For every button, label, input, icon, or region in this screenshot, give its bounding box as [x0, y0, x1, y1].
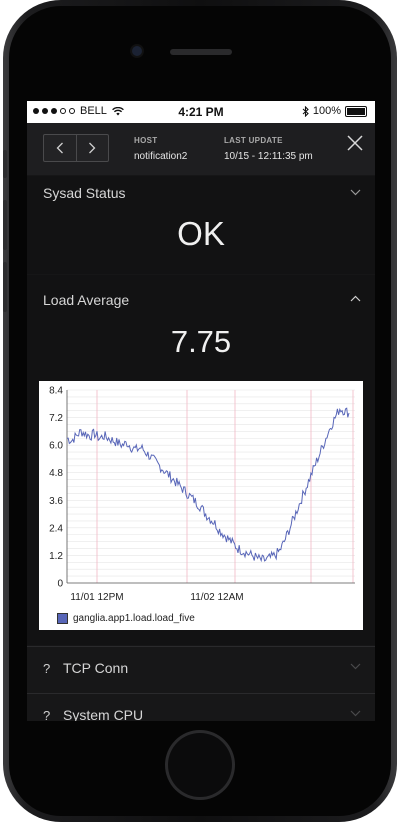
mute-switch [3, 150, 7, 178]
y-tick-label: 1.2 [49, 551, 63, 562]
system-cpu-label: System CPU [63, 707, 144, 721]
next-host-button[interactable] [75, 135, 109, 161]
legend-label: ganglia.app1.load.load_five [73, 613, 195, 624]
x-tick-label: 11/02 12AM [190, 592, 243, 603]
clock: 4:21 PM [178, 105, 224, 119]
previous-host-button[interactable] [44, 135, 76, 161]
load-average-title: Load Average [43, 292, 130, 308]
y-tick-label: 4.8 [49, 468, 63, 479]
y-tick-label: 8.4 [49, 386, 63, 397]
y-tick-label: 2.4 [49, 523, 63, 534]
chevron-up-icon[interactable] [350, 295, 361, 302]
signal-dot-empty-icon [69, 108, 75, 114]
chevron-down-icon[interactable] [350, 663, 361, 670]
unknown-status-icon: ? [43, 708, 51, 721]
signal-carrier: BELL [33, 105, 124, 117]
chevron-left-icon [56, 142, 63, 154]
wifi-icon [112, 106, 124, 115]
legend-swatch [57, 613, 68, 624]
signal-dot-icon [51, 108, 57, 114]
load-chart-svg: 8.4 7.2 6.0 4.8 3.6 2.4 1.2 0 11/01 12PM 11/02 12… [49, 386, 355, 603]
camera-icon [132, 46, 142, 56]
load-average-value: 7.75 [170, 324, 232, 359]
signal-dot-empty-icon [60, 108, 66, 114]
battery-percent: 100% [312, 105, 341, 117]
y-tick-label: 3.6 [49, 496, 63, 507]
battery-icon [345, 105, 367, 117]
load-chart: 8.4 7.2 6.0 4.8 3.6 2.4 1.2 0 11/01 12PM 11/02 12… [39, 381, 363, 630]
speaker-grille [170, 49, 232, 55]
volume-down-button [3, 262, 7, 312]
home-button[interactable] [168, 733, 232, 797]
host-value: notification2 [134, 151, 188, 162]
signal-dot-icon [33, 108, 39, 114]
close-button[interactable] [345, 135, 365, 155]
load-five-series-line [66, 407, 350, 563]
sysad-status-panel[interactable]: Sysad Status OK [27, 176, 375, 274]
signal-dot-icon [42, 108, 48, 114]
chevron-down-icon[interactable] [350, 710, 361, 717]
host-label: HOST [134, 136, 158, 145]
unknown-status-icon: ? [43, 661, 51, 676]
y-tick-label: 7.2 [49, 413, 63, 424]
carrier-name: BELL [80, 105, 107, 117]
tcp-conn-label: TCP Conn [63, 660, 129, 676]
sysad-status-title: Sysad Status [43, 185, 126, 201]
nav-buttons [43, 134, 109, 162]
tcp-conn-row[interactable]: ? TCP Conn [27, 646, 375, 693]
system-cpu-row[interactable]: ? System CPU [27, 693, 375, 721]
y-tick-label: 0 [57, 579, 63, 590]
bluetooth-icon [302, 105, 309, 117]
host-header: HOST notification2 LAST UPDATE 10/15 - 1… [27, 123, 375, 175]
sysad-status-value: OK [177, 215, 225, 252]
screen: BELL 4:21 PM 100% HOST notificati [27, 101, 375, 721]
last-update-value: 10/15 - 12:11:35 pm [224, 151, 313, 162]
x-tick-label: 11/01 12PM [70, 592, 123, 603]
last-update-label: LAST UPDATE [224, 136, 283, 145]
volume-up-button [3, 200, 7, 250]
status-right: 100% [302, 105, 367, 117]
chevron-right-icon [89, 142, 96, 154]
close-icon [347, 135, 363, 151]
y-tick-label: 6.0 [49, 441, 63, 452]
chart-legend: ganglia.app1.load.load_five [57, 613, 195, 624]
chevron-down-icon[interactable] [350, 189, 361, 196]
status-bar: BELL 4:21 PM 100% [27, 101, 375, 123]
